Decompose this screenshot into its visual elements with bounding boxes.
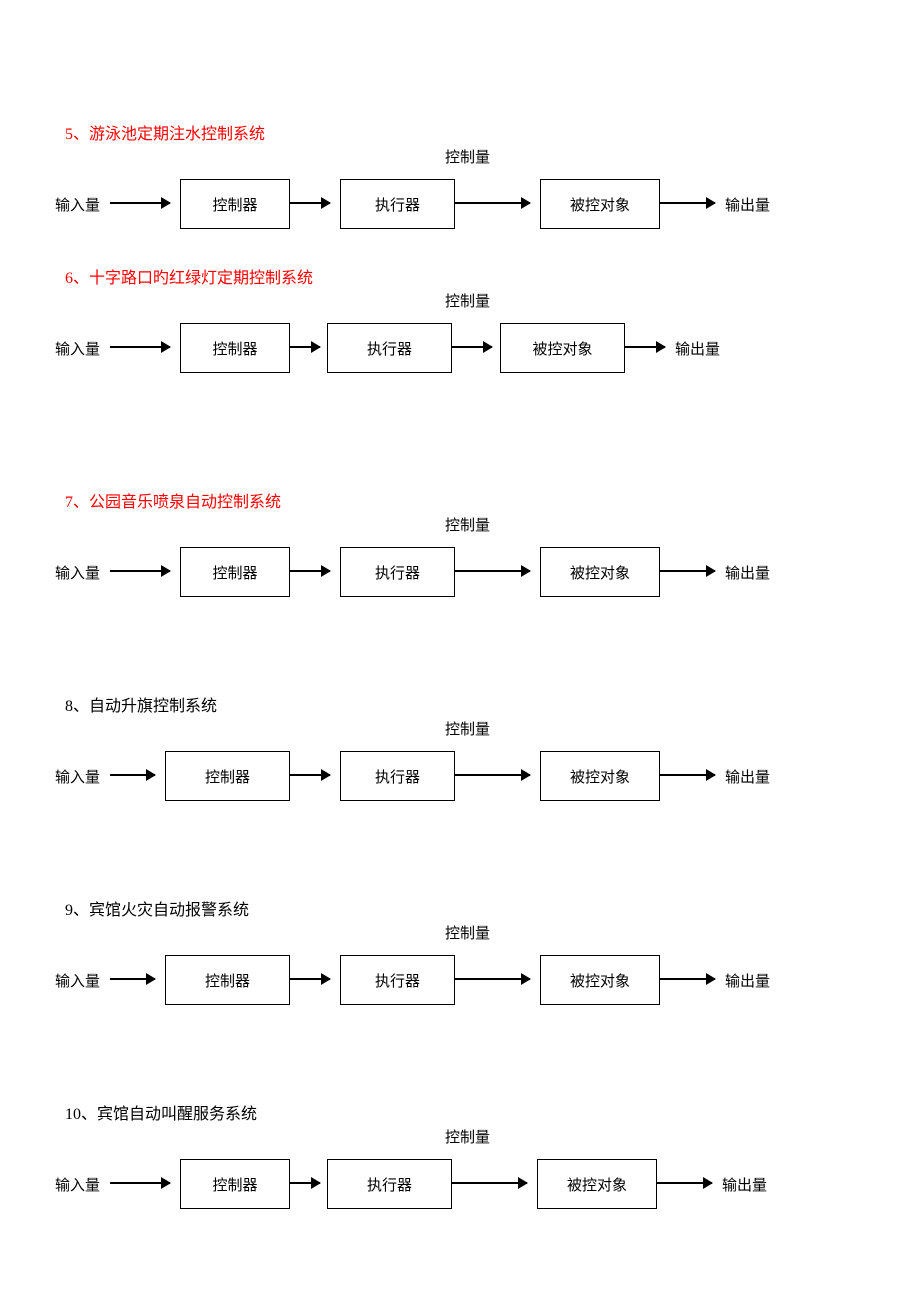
control-label: 控制量 [445, 514, 490, 535]
arrow-controller-executor [290, 774, 330, 776]
page-container: 5、游泳池定期注水控制系统输入量控制器执行器控制量被控对象输出量6、十字路口旳红… [0, 0, 920, 1224]
output-label: 输出量 [725, 562, 770, 583]
block-diagram: 输入量控制器执行器控制量被控对象输出量 [0, 726, 920, 816]
controller-block: 控制器 [165, 955, 290, 1005]
input-label: 输入量 [55, 194, 100, 215]
line-control [455, 774, 510, 776]
object-block: 被控对象 [537, 1159, 657, 1209]
line-control [452, 1182, 507, 1184]
section-10: 10、宾馆自动叫醒服务系统输入量 控制器执行器 控制量被控对象 输出量 [0, 1100, 920, 1224]
arrow-input [110, 202, 170, 204]
executor-block: 执行器 [327, 1159, 452, 1209]
arrow-executor-object [510, 570, 530, 572]
executor-block: 执行器 [340, 751, 455, 801]
section-6: 6、十字路口旳红绿灯定期控制系统输入量 控制器执行器 控制量被控对象 输出量 [0, 264, 920, 388]
arrow-controller-executor [290, 978, 330, 980]
section-title: 8、自动升旗控制系统 [65, 692, 920, 716]
arrow-input [110, 346, 170, 348]
section-9: 9、宾馆火灾自动报警系统输入量 控制器执行器 控制量被控对象 输出量 [0, 896, 920, 1020]
section-title: 6、十字路口旳红绿灯定期控制系统 [65, 264, 920, 288]
output-label: 输出量 [725, 970, 770, 991]
output-label: 输出量 [725, 194, 770, 215]
section-8: 8、自动升旗控制系统输入量 控制器执行器 控制量被控对象 输出量 [0, 692, 920, 816]
section-5: 5、游泳池定期注水控制系统输入量 控制器执行器 控制量被控对象 输出量 [0, 120, 920, 244]
line-control [455, 202, 510, 204]
arrow-executor-object [507, 1182, 527, 1184]
object-block: 被控对象 [540, 751, 660, 801]
arrow-executor-object [510, 978, 530, 980]
control-label: 控制量 [445, 922, 490, 943]
arrow-controller-executor [290, 346, 320, 348]
block-diagram: 输入量控制器执行器控制量被控对象输出量 [0, 298, 920, 388]
arrow-controller-executor [290, 1182, 320, 1184]
arrow-output [660, 978, 715, 980]
controller-block: 控制器 [180, 323, 290, 373]
arrow-executor-object [510, 202, 530, 204]
controller-block: 控制器 [180, 1159, 290, 1209]
input-label: 输入量 [55, 766, 100, 787]
line-control [455, 978, 510, 980]
object-block: 被控对象 [540, 547, 660, 597]
output-label: 输出量 [675, 338, 720, 359]
section-7: 7、公园音乐喷泉自动控制系统输入量 控制器执行器 控制量被控对象 输出量 [0, 488, 920, 612]
section-title: 5、游泳池定期注水控制系统 [65, 120, 920, 144]
arrow-output [625, 346, 665, 348]
input-label: 输入量 [55, 562, 100, 583]
controller-block: 控制器 [180, 547, 290, 597]
input-label: 输入量 [55, 1174, 100, 1195]
block-diagram: 输入量控制器执行器控制量被控对象输出量 [0, 1134, 920, 1224]
arrow-input [110, 1182, 170, 1184]
arrow-controller-executor [290, 202, 330, 204]
controller-block: 控制器 [180, 179, 290, 229]
executor-block: 执行器 [340, 547, 455, 597]
input-label: 输入量 [55, 338, 100, 359]
controller-block: 控制器 [165, 751, 290, 801]
control-label: 控制量 [445, 146, 490, 167]
arrow-output [660, 570, 715, 572]
arrow-input [110, 570, 170, 572]
arrow-input [110, 978, 155, 980]
arrow-executor-object [510, 774, 530, 776]
arrow-output [660, 774, 715, 776]
line-control [455, 570, 510, 572]
executor-block: 执行器 [327, 323, 452, 373]
output-label: 输出量 [725, 766, 770, 787]
executor-block: 执行器 [340, 955, 455, 1005]
executor-block: 执行器 [340, 179, 455, 229]
block-diagram: 输入量控制器执行器控制量被控对象输出量 [0, 522, 920, 612]
section-title: 10、宾馆自动叫醒服务系统 [65, 1100, 920, 1124]
arrow-input [110, 774, 155, 776]
object-block: 被控对象 [540, 179, 660, 229]
section-title: 7、公园音乐喷泉自动控制系统 [65, 488, 920, 512]
control-label: 控制量 [445, 718, 490, 739]
input-label: 输入量 [55, 970, 100, 991]
object-block: 被控对象 [500, 323, 625, 373]
output-label: 输出量 [722, 1174, 767, 1195]
line-control [452, 346, 477, 348]
arrow-output [657, 1182, 712, 1184]
arrow-output [660, 202, 715, 204]
arrow-executor-object [477, 346, 492, 348]
control-label: 控制量 [445, 1126, 490, 1147]
control-label: 控制量 [445, 290, 490, 311]
block-diagram: 输入量控制器执行器控制量被控对象输出量 [0, 154, 920, 244]
block-diagram: 输入量控制器执行器控制量被控对象输出量 [0, 930, 920, 1020]
object-block: 被控对象 [540, 955, 660, 1005]
section-title: 9、宾馆火灾自动报警系统 [65, 896, 920, 920]
arrow-controller-executor [290, 570, 330, 572]
